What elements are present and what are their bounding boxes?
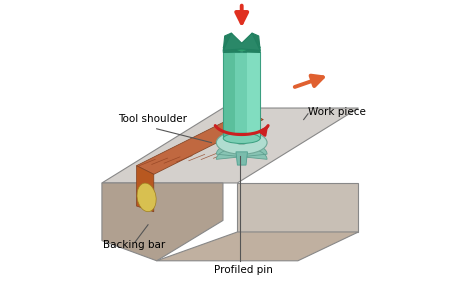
Text: Tool shoulder: Tool shoulder: [118, 114, 187, 124]
Polygon shape: [223, 52, 260, 138]
Polygon shape: [136, 111, 263, 174]
Polygon shape: [102, 183, 223, 261]
Polygon shape: [216, 143, 267, 159]
Polygon shape: [223, 33, 260, 50]
Polygon shape: [247, 52, 260, 138]
Polygon shape: [102, 108, 358, 183]
Ellipse shape: [223, 133, 260, 143]
Text: Profiled pin: Profiled pin: [214, 265, 273, 275]
Polygon shape: [236, 152, 248, 165]
Ellipse shape: [216, 131, 267, 154]
Polygon shape: [136, 166, 154, 212]
Text: Work piece: Work piece: [308, 107, 366, 117]
Polygon shape: [223, 33, 240, 52]
Ellipse shape: [223, 43, 260, 52]
Ellipse shape: [137, 183, 156, 212]
Polygon shape: [243, 33, 260, 52]
Polygon shape: [223, 52, 235, 138]
Polygon shape: [157, 232, 358, 261]
Polygon shape: [237, 183, 358, 232]
Text: Backing bar: Backing bar: [103, 240, 166, 250]
